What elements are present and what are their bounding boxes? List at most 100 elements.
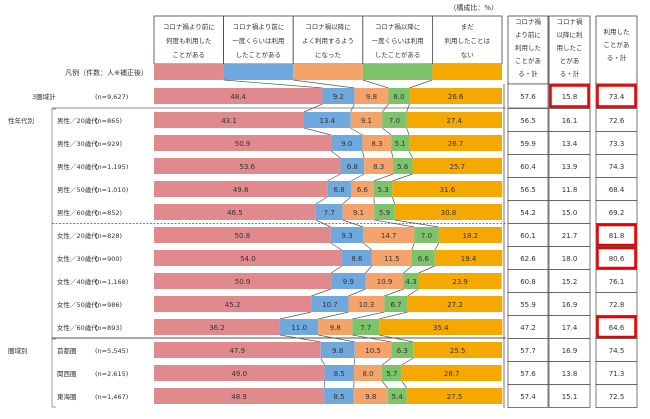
bar-segment xyxy=(403,273,419,289)
bar-segment xyxy=(154,135,332,151)
summary-value: 72.6 xyxy=(609,117,625,125)
bar-segment xyxy=(324,388,354,404)
bar-segment xyxy=(154,388,325,404)
data-label: 28.7 xyxy=(444,370,460,378)
connector-line xyxy=(401,357,414,366)
bar-segment xyxy=(363,227,415,243)
data-label: 30.8 xyxy=(441,209,457,217)
data-label: 25.7 xyxy=(449,163,465,171)
row-n: (n=1,195) xyxy=(95,163,128,171)
summary-value: 16.1 xyxy=(562,117,578,125)
summary-value: 62.6 xyxy=(520,255,536,263)
connector-line xyxy=(223,79,323,89)
connector-line xyxy=(362,150,365,159)
summary-value: 60.1 xyxy=(520,232,536,240)
connector-line xyxy=(342,219,364,228)
data-label: 6.8 xyxy=(334,186,345,194)
bar-segment xyxy=(365,273,404,289)
data-label: 10.9 xyxy=(377,278,393,286)
summary-value: 15.2 xyxy=(562,278,578,286)
data-label: 50.9 xyxy=(235,140,251,148)
summary-value: 11.8 xyxy=(562,186,578,194)
summary-value: 56.5 xyxy=(520,117,536,125)
bar-segment xyxy=(412,158,502,174)
summary-cell xyxy=(548,384,591,408)
highlight-box xyxy=(596,246,637,270)
bar-segment xyxy=(348,296,385,312)
bar-segment xyxy=(374,204,395,220)
bar-segment xyxy=(387,388,407,404)
data-label: 9.8 xyxy=(366,93,377,101)
data-label: 27.2 xyxy=(447,301,463,309)
group-label: 性年代別 xyxy=(8,116,34,125)
group-bracket xyxy=(51,338,56,408)
data-label: 50.8 xyxy=(235,232,251,240)
summary-header-label: ことがあ xyxy=(515,56,541,65)
row-n: (n=865) xyxy=(95,117,122,125)
legend-entry-label: 一度くらいは利用 xyxy=(232,36,284,45)
data-label: 35.4 xyxy=(433,324,449,332)
legend-header-box xyxy=(292,15,364,65)
connector-line xyxy=(350,173,365,182)
connector-line xyxy=(408,150,413,159)
bar-segment xyxy=(342,204,375,220)
data-label: 23.9 xyxy=(452,278,468,286)
row-n: (n=852) xyxy=(95,209,122,217)
data-label: 49.8 xyxy=(233,186,249,194)
data-label: 10.7 xyxy=(322,301,338,309)
bar-segment xyxy=(391,342,414,358)
data-label: 9.8 xyxy=(365,393,376,401)
summary-header-label: る・計 xyxy=(607,53,627,62)
connector-line xyxy=(390,150,394,159)
bar-segment xyxy=(154,319,280,335)
row-n: (n=1,467) xyxy=(95,393,128,401)
bar-segment xyxy=(352,319,380,335)
data-label: 26.7 xyxy=(448,140,464,148)
bar-segment xyxy=(373,181,393,197)
data-label: 9.2 xyxy=(333,93,344,101)
connector-line xyxy=(418,265,435,274)
bar-segment xyxy=(154,296,312,312)
bar-segment xyxy=(392,181,503,197)
connector-line xyxy=(374,219,415,228)
data-label: 9.3 xyxy=(341,232,352,240)
connector-line xyxy=(330,242,343,251)
bar-segment xyxy=(354,342,392,358)
summary-value: 54.2 xyxy=(520,209,536,217)
bar-segment xyxy=(318,319,353,335)
row-n: (n=828) xyxy=(95,232,122,240)
bar-segment xyxy=(371,250,412,266)
summary-value: 60.4 xyxy=(520,163,536,171)
data-label: 18.2 xyxy=(463,232,479,240)
row-label: 女性／40歳代 xyxy=(57,277,98,286)
data-label: 7.7 xyxy=(324,209,335,217)
legend-swatch xyxy=(154,64,224,80)
row-label: 関西圏 xyxy=(57,370,77,378)
bar-segment xyxy=(311,296,349,312)
bar-segment xyxy=(330,227,364,243)
bar-segment xyxy=(154,88,323,104)
summary-cell xyxy=(507,83,549,109)
connector-line xyxy=(406,127,410,136)
data-label: 54.0 xyxy=(240,255,256,263)
bar-segment xyxy=(327,181,351,197)
bar-segment xyxy=(364,158,394,174)
data-label: 5.1 xyxy=(395,140,406,148)
bar-segment xyxy=(315,204,343,220)
bar-segment xyxy=(303,112,351,128)
data-label: 6.6 xyxy=(418,255,430,263)
data-label: 8.6 xyxy=(351,255,363,263)
legend-swatch xyxy=(362,64,433,80)
summary-value: 64.6 xyxy=(609,324,625,332)
data-label: 8.0 xyxy=(362,370,373,378)
summary-value: 57.7 xyxy=(520,347,536,355)
legend-entry-label: ことがある xyxy=(173,50,206,59)
data-label: 9.9 xyxy=(343,278,354,286)
bar-segment xyxy=(384,296,408,312)
summary-value: 15.1 xyxy=(562,393,578,401)
bar-segment xyxy=(407,296,503,312)
summary-value: 81.8 xyxy=(609,232,625,240)
connector-line xyxy=(320,357,325,366)
connector-line xyxy=(353,357,356,366)
data-label: 27.4 xyxy=(447,117,463,125)
